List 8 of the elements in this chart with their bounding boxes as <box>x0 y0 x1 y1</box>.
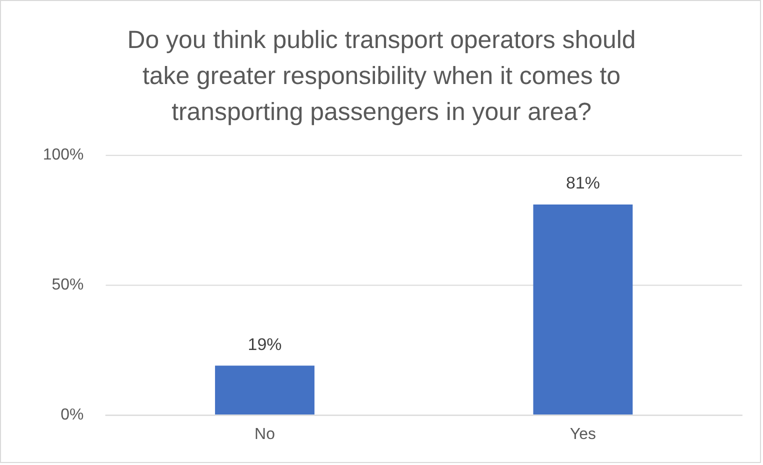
x-tick-label: No <box>254 426 276 443</box>
data-label: 81% <box>566 174 600 193</box>
y-tick-label: 100% <box>42 146 84 164</box>
x-tick-label: Yes <box>570 426 596 443</box>
y-tick-label: 50% <box>52 276 84 294</box>
data-label: 19% <box>248 334 282 354</box>
y-tick-label: 0% <box>60 406 84 424</box>
chart-title: Do you think public transport operators should take greater responsibility when it comes to transporting passengers in your area? <box>127 26 636 126</box>
